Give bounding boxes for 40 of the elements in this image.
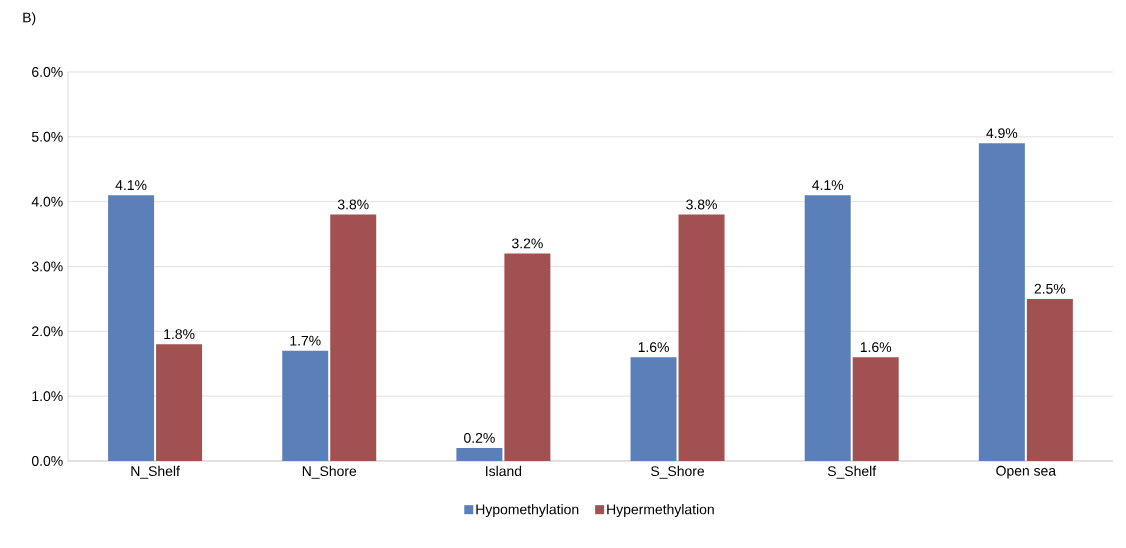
x-tick-label: N_Shelf xyxy=(131,465,180,479)
bar xyxy=(630,357,677,461)
y-tick-label: 1.0% xyxy=(32,391,63,402)
legend-label: Hypomethylation xyxy=(476,504,579,518)
y-tick-label: 0.0% xyxy=(31,456,63,466)
bar xyxy=(1026,298,1073,461)
bar xyxy=(330,214,377,461)
y-tick-label: 6.0% xyxy=(32,67,63,77)
data-label: 3.8% xyxy=(337,199,369,210)
data-label: 0.2% xyxy=(464,432,495,443)
bar xyxy=(678,214,725,461)
data-label: 2.5% xyxy=(1034,283,1066,294)
legend-label: Hypermethylation xyxy=(607,504,714,518)
data-label: 4.9% xyxy=(986,128,1018,139)
data-label: 3.2% xyxy=(512,238,543,249)
data-label: 1.6% xyxy=(638,342,669,353)
data-label: 1.8% xyxy=(164,329,195,340)
bar xyxy=(978,143,1025,461)
bar xyxy=(282,350,329,461)
x-tick-label: Island xyxy=(486,465,522,477)
chart-title: B) xyxy=(23,12,36,26)
y-tick-label: 2.0% xyxy=(32,326,63,337)
data-label: 3.8% xyxy=(686,199,717,210)
data-label: 1.6% xyxy=(860,342,892,353)
x-tick-label: N_Shore xyxy=(302,465,357,479)
bar xyxy=(108,195,155,461)
x-tick-label: S_Shore xyxy=(651,465,705,479)
y-tick-label: 4.0% xyxy=(31,196,63,207)
x-tick-label: Open sea xyxy=(996,465,1057,479)
bar xyxy=(504,253,551,461)
y-tick-label: 3.0% xyxy=(31,261,63,272)
bar xyxy=(852,357,899,461)
data-label: 4.1% xyxy=(812,180,844,190)
data-label: 4.1% xyxy=(115,180,147,190)
bar xyxy=(456,448,503,461)
data-label: 1.7% xyxy=(290,335,321,346)
bar xyxy=(804,195,851,461)
y-tick-label: 5.0% xyxy=(31,131,63,142)
x-tick-label: S_Shelf xyxy=(827,465,877,479)
bar xyxy=(156,344,203,461)
